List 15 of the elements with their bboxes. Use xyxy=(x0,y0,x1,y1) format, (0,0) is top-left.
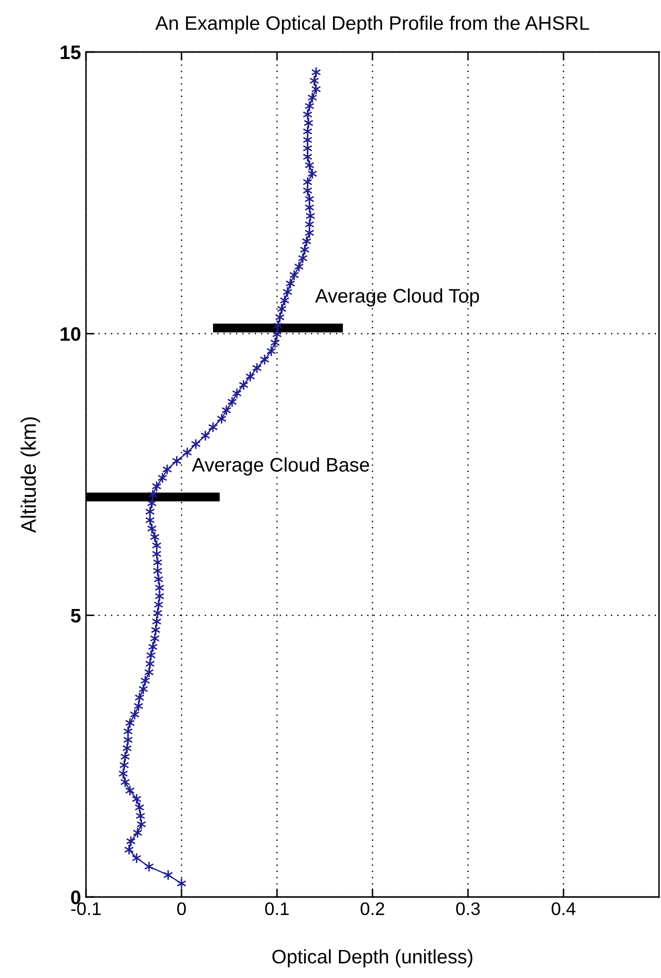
x-tick-label: 0.3 xyxy=(456,902,480,916)
series-label: Average Cloud Top xyxy=(315,288,479,307)
y-tick-label: 15 xyxy=(60,46,81,60)
y-tick-label: 10 xyxy=(60,327,80,341)
x-tick-label: 0.4 xyxy=(552,902,576,916)
x-tick-label: 0.1 xyxy=(265,902,289,916)
y-tick-label: 0 xyxy=(71,890,80,904)
chart-title: An Example Optical Depth Profile from the AHSRL xyxy=(155,16,590,34)
y-axis-title: Altitude (km) xyxy=(20,417,40,533)
x-tick-label: 0.2 xyxy=(360,902,384,916)
series-label: Average Cloud Base xyxy=(192,457,370,476)
x-tick-label: 0 xyxy=(177,902,186,916)
x-axis-title: Optical Depth (unitless) xyxy=(272,949,472,968)
y-tick-label: 5 xyxy=(70,609,81,623)
x-tick-label: -0.1 xyxy=(71,902,101,916)
